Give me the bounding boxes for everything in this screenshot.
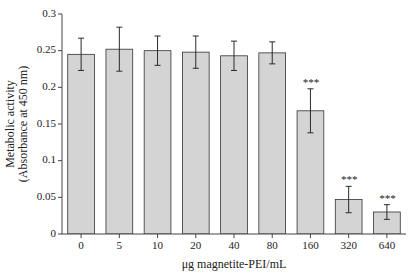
significance-label: *** xyxy=(340,173,357,185)
x-tick xyxy=(195,234,196,238)
y-tick xyxy=(58,197,62,198)
y-tick xyxy=(58,124,62,125)
error-bar xyxy=(269,42,275,64)
y-tick-label: 0.05 xyxy=(37,190,57,202)
y-axis xyxy=(62,14,63,234)
y-axis-label: Metabolic activity xyxy=(3,80,17,168)
y-tick xyxy=(58,50,62,51)
significance-label: *** xyxy=(379,192,396,204)
bar xyxy=(106,49,133,234)
error-bar xyxy=(193,36,199,68)
x-tick-label: 640 xyxy=(379,239,396,251)
y-tick xyxy=(58,87,62,88)
x-tick-label: 10 xyxy=(152,239,164,251)
x-tick-label: 20 xyxy=(190,239,202,251)
x-tick xyxy=(157,234,158,238)
x-axis-label: μg magnetite-PEI/mL xyxy=(182,257,287,271)
x-tick-label: 5 xyxy=(117,239,123,251)
y-tick-label: 0.1 xyxy=(42,153,56,165)
y-tick-label: 0.15 xyxy=(37,117,57,129)
error-bar xyxy=(155,36,161,65)
bar xyxy=(182,52,209,234)
x-tick-label: 320 xyxy=(340,239,357,251)
x-tick-label: 40 xyxy=(229,239,241,251)
y-axis-label: (Absorbance at 450 nm) xyxy=(16,66,30,182)
x-tick xyxy=(81,234,82,238)
significance-label: *** xyxy=(302,76,319,88)
bar xyxy=(259,53,286,234)
y-tick-label: 0.25 xyxy=(37,43,57,55)
y-tick-label: 0 xyxy=(51,227,57,239)
x-tick xyxy=(119,234,120,238)
x-tick-label: 160 xyxy=(302,239,319,251)
y-tick xyxy=(58,14,62,15)
bar xyxy=(221,56,248,234)
y-tick xyxy=(58,160,62,161)
error-bar xyxy=(346,186,352,212)
chart: 0 0.05 0.1 0.15 0.2 0.25 0.3 0 5 10 20 40 80 160 320 64… xyxy=(0,0,416,274)
error-bar xyxy=(231,41,237,70)
error-bar xyxy=(116,27,122,71)
bars xyxy=(68,27,401,234)
x-tick xyxy=(386,234,387,238)
error-bar xyxy=(307,89,313,133)
y-tick xyxy=(58,234,62,235)
x-tick-label: 0 xyxy=(78,239,84,251)
y-tick-label: 0.2 xyxy=(42,80,56,92)
error-bar xyxy=(78,38,84,70)
x-tick xyxy=(348,234,349,238)
x-tick-label: 80 xyxy=(267,239,279,251)
y-tick-label: 0.3 xyxy=(42,7,56,19)
x-tick xyxy=(234,234,235,238)
x-tick xyxy=(272,234,273,238)
bar xyxy=(68,54,95,234)
error-bar xyxy=(384,205,390,220)
bar xyxy=(144,51,171,234)
x-tick xyxy=(310,234,311,238)
